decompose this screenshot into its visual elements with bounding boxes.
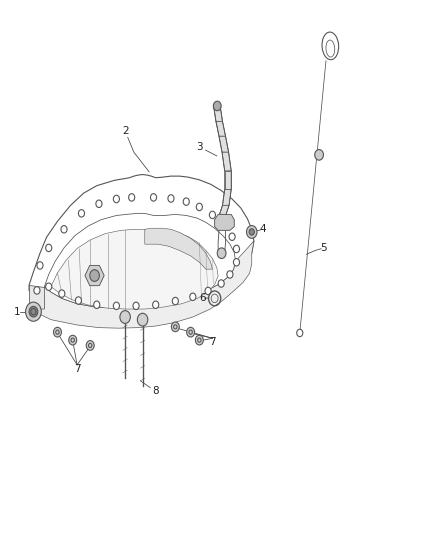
Circle shape (233, 259, 240, 266)
Text: 7: 7 (209, 337, 216, 347)
Circle shape (113, 195, 120, 203)
Circle shape (59, 290, 65, 297)
Circle shape (190, 293, 196, 301)
Polygon shape (219, 205, 229, 216)
Circle shape (133, 302, 139, 310)
Circle shape (171, 322, 179, 332)
Polygon shape (145, 228, 212, 269)
Circle shape (37, 262, 43, 269)
Circle shape (138, 313, 148, 326)
Circle shape (46, 283, 52, 290)
Circle shape (195, 335, 203, 345)
Circle shape (75, 297, 81, 304)
Polygon shape (51, 229, 218, 309)
Circle shape (187, 327, 194, 337)
Text: 3: 3 (196, 142, 203, 152)
Circle shape (213, 101, 221, 111)
Circle shape (25, 302, 41, 321)
Circle shape (233, 245, 240, 253)
Circle shape (196, 203, 202, 211)
Circle shape (247, 225, 257, 238)
Circle shape (78, 209, 85, 217)
Polygon shape (216, 122, 226, 136)
Circle shape (113, 302, 120, 310)
Circle shape (120, 311, 131, 324)
Circle shape (297, 329, 303, 337)
Circle shape (168, 195, 174, 202)
Circle shape (209, 211, 215, 219)
Text: 7: 7 (74, 364, 81, 374)
Polygon shape (29, 241, 254, 328)
Text: 5: 5 (321, 243, 327, 253)
Polygon shape (214, 107, 223, 122)
Circle shape (90, 270, 99, 281)
Circle shape (249, 229, 254, 235)
Circle shape (150, 193, 156, 201)
Polygon shape (225, 171, 231, 189)
Circle shape (94, 301, 100, 309)
Circle shape (46, 244, 52, 252)
Polygon shape (85, 265, 104, 286)
Polygon shape (29, 174, 254, 318)
Text: 1: 1 (14, 306, 20, 317)
Circle shape (86, 341, 94, 350)
Circle shape (183, 198, 189, 205)
Polygon shape (219, 136, 229, 152)
Circle shape (69, 335, 77, 345)
Polygon shape (222, 152, 231, 171)
Circle shape (220, 221, 226, 229)
Circle shape (229, 233, 235, 240)
Text: 2: 2 (122, 126, 128, 136)
Circle shape (29, 306, 38, 317)
Circle shape (152, 301, 159, 309)
Circle shape (61, 225, 67, 233)
Circle shape (227, 271, 233, 278)
Circle shape (172, 297, 178, 305)
Text: 4: 4 (259, 224, 266, 235)
Polygon shape (29, 285, 44, 309)
Circle shape (315, 150, 323, 160)
Circle shape (217, 248, 226, 259)
Circle shape (53, 327, 61, 337)
Text: 6: 6 (199, 293, 206, 303)
Circle shape (129, 193, 135, 201)
Circle shape (34, 287, 40, 294)
Circle shape (205, 287, 211, 295)
Polygon shape (215, 214, 234, 230)
Circle shape (218, 280, 224, 287)
Polygon shape (44, 213, 236, 308)
Polygon shape (223, 189, 231, 205)
Circle shape (96, 200, 102, 207)
Text: 8: 8 (152, 386, 159, 397)
